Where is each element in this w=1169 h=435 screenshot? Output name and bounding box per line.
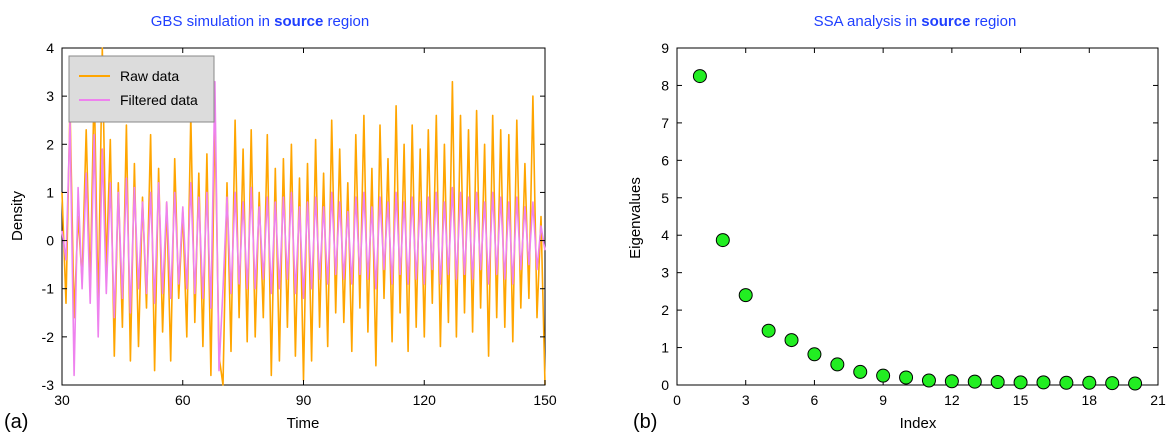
y-tick-label: -2 [42,329,55,345]
y-tick-label: 3 [46,88,54,104]
x-tick-label: 120 [413,392,437,408]
y-tick-label: 2 [661,302,669,318]
eigenvalue-point [761,323,776,338]
y-tick-label: 4 [46,40,54,56]
panel-b-xlabel: Index [900,415,937,432]
eigenvalue-point [921,373,936,388]
y-tick-label: 1 [46,184,54,200]
panel-a-xlabel: Time [287,415,320,432]
x-tick-label: 9 [879,392,887,408]
eigenvalue-point [1036,375,1051,390]
eigenvalue-point [1128,376,1143,391]
eigenvalue-point [944,374,959,389]
y-tick-label: -3 [42,377,55,393]
eigenvalue-point [967,374,982,389]
y-tick-label: 3 [661,265,669,281]
panel-b-ylabel: Eigenvalues [627,177,644,259]
y-tick-label: 2 [46,136,54,152]
x-tick-label: 150 [533,392,557,408]
y-tick-label: 4 [661,227,669,243]
y-tick-label: 8 [661,77,669,93]
eigenvalue-point [692,69,707,84]
eigenvalue-point [738,288,753,303]
y-tick-label: -1 [42,281,55,297]
eigenvalue-point [1082,375,1097,390]
panel-a-chart: GBS simulation in source region 30 60 90 12… [4,13,557,433]
legend-raw-label: Raw data [120,68,179,84]
eigenvalue-point [853,364,868,379]
eigenvalue-point [1013,375,1028,390]
eigenvalue-point [807,347,822,362]
eigenvalue-point [1105,376,1120,391]
legend-box [68,55,215,123]
eigenvalue-point [876,368,891,383]
x-tick-label: 18 [1081,392,1097,408]
x-tick-label: 21 [1150,392,1166,408]
x-tick-label: 3 [742,392,750,408]
eigenvalue-point [715,233,730,248]
panel-a-ylabel: Density [9,190,26,241]
panel-a-label: (a) [4,411,28,433]
panel-b-title: SSA analysis in source region [814,13,1017,30]
eigenvalue-point [1059,375,1074,390]
x-tick-label: 15 [1013,392,1029,408]
panel-b-series [692,69,1143,391]
x-tick-label: 6 [811,392,819,408]
panel-a-title: GBS simulation in source region [151,13,369,30]
x-tick-label: 12 [944,392,960,408]
panel-a-legend: Raw data Filtered data [68,55,215,123]
legend-filtered-label: Filtered data [120,92,198,108]
panel-b-frame [676,47,1159,386]
y-tick-label: 5 [661,190,669,206]
x-tick-label: 90 [296,392,312,408]
eigenvalue-point [899,370,914,385]
panel-b-chart: SSA analysis in source region 0 3 6 9 12 15 18… [627,13,1166,433]
y-tick-label: 9 [661,40,669,56]
y-tick-label: 0 [661,377,669,393]
filtered-data-line [61,80,546,377]
x-tick-label: 60 [175,392,191,408]
panel-b-label: (b) [633,411,657,433]
eigenvalue-point [830,357,845,372]
eigenvalue-point [784,333,799,348]
y-tick-label: 7 [661,115,669,131]
x-tick-label: 30 [54,392,70,408]
x-tick-label: 0 [673,392,681,408]
y-tick-label: 6 [661,152,669,168]
panel-a-ticks: 30 60 90 120 150 -3 -2 -1 0 1 2 3 4 [42,40,557,408]
eigenvalue-point [990,375,1005,390]
y-tick-label: 0 [46,233,54,249]
y-tick-label: 1 [661,340,669,356]
